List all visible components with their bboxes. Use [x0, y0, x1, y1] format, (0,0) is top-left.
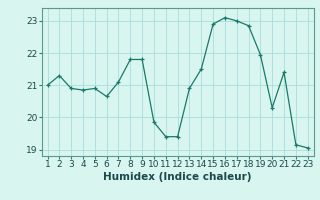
X-axis label: Humidex (Indice chaleur): Humidex (Indice chaleur)	[103, 172, 252, 182]
